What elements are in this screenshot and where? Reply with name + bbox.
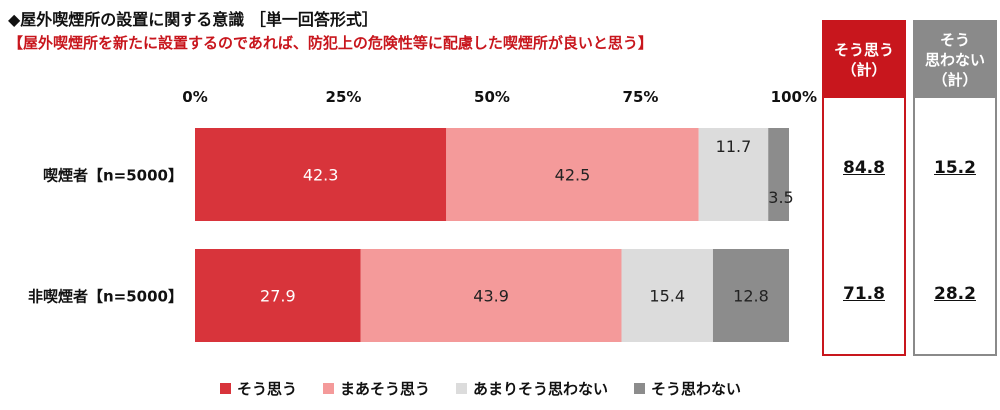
bar-segment [768,128,789,221]
agree-total-header-line: そう思う [833,41,894,59]
x-tick-label: 50% [474,88,510,106]
legend-label: そう思う [237,380,298,398]
legend-item: そう思う [220,378,297,399]
legend-label: そう思わない [651,380,742,398]
disagree-total-header-line: 思わない [924,51,985,69]
disagree-total-nonsmoker: 28.2 [934,284,976,304]
agree-total-nonsmoker: 71.8 [843,284,885,304]
agree-total-box: そう思う （計） 84.8 71.8 [822,20,906,356]
x-tick-label: 100% [771,88,817,106]
data-label: 43.9 [473,287,509,306]
legend-item: あまりそう思わない [456,378,608,399]
bar-segment [698,128,769,221]
x-tick-label: 75% [623,88,659,106]
agree-total-header-line: （計） [841,61,887,79]
bar-segment [360,249,622,342]
data-label: 12.8 [733,287,769,306]
legend-item: そう思わない [634,378,741,399]
bar-segment [712,249,789,342]
legend-item: まあそう思う [323,378,430,399]
bar-segment [195,128,447,221]
category-label: 非喫煙者【n=5000】 [28,288,183,306]
data-label: 42.5 [555,166,591,185]
legend-label: まあそう思う [340,380,431,398]
agree-total-smoker: 84.8 [843,158,885,178]
disagree-total-box: そう思わない （計） 15.2 28.2 [913,20,997,356]
agree-total-header: そう思う （計） [824,22,904,98]
x-tick-label: 25% [326,88,362,106]
disagree-total-header-line: そう [939,31,970,49]
data-label: 3.5 [768,188,793,207]
legend-swatch [634,383,646,394]
data-label: 42.3 [303,166,339,185]
data-label: 27.9 [260,287,296,306]
disagree-total-header: そう思わない （計） [915,22,995,98]
legend-swatch [323,383,335,394]
disagree-total-smoker: 15.2 [934,158,976,178]
data-label: 11.7 [716,137,752,156]
chart-legend: そう思う まあそう思う あまりそう思わない そう思わない [220,378,741,399]
stacked-bar-chart: 0% 25% 50% 75% 100% 喫煙者【n=5000】 42.3 42.5 11.7 3.… [28,88,817,342]
legend-swatch [456,383,468,394]
bar-segment [621,249,713,342]
bar-segment [195,249,361,342]
disagree-total-header-line: （計） [932,71,978,89]
legend-label: あまりそう思わない [473,380,609,398]
chart-subtitle: 【屋外喫煙所を新たに設置するのであれば、防犯上の危険性等に配慮した喫煙所が良いと… [8,34,653,52]
data-label: 15.4 [649,287,685,306]
bar-segment [446,128,699,221]
x-tick-label: 0% [182,88,207,106]
chart-title: ◆屋外喫煙所の設置に関する意識 ［単一回答形式］ [8,10,378,29]
legend-swatch [220,383,231,394]
category-label: 喫煙者【n=5000】 [43,167,183,185]
